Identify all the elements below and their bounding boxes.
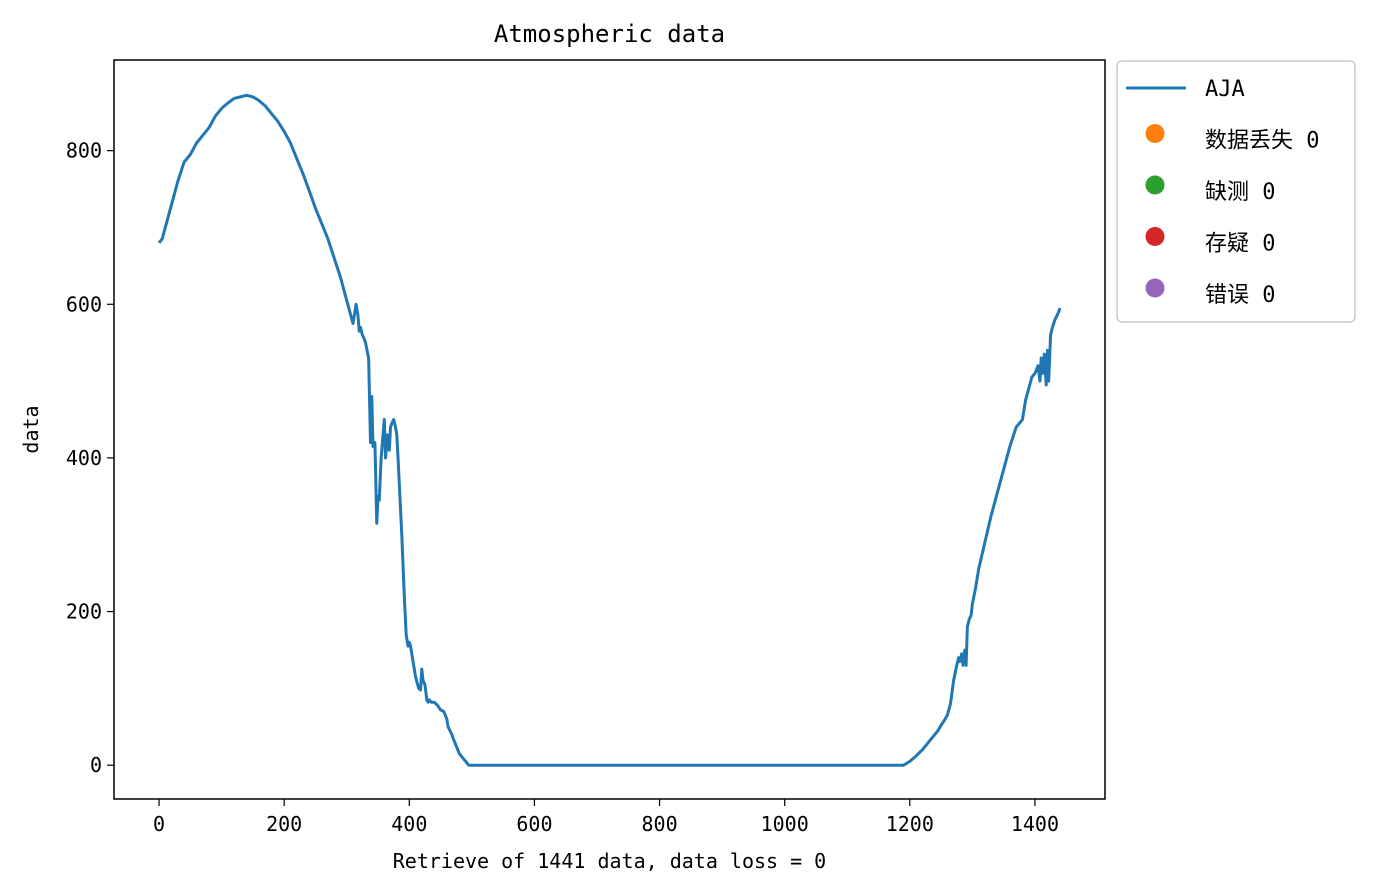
- chart-title: Atmospheric data: [494, 20, 725, 48]
- x-tick-label: 800: [641, 812, 677, 836]
- y-tick-label: 400: [66, 446, 102, 470]
- legend: AJA 数据丢失 0 缺测 0 存疑 0 错误 0: [1116, 60, 1356, 323]
- y-axis-label: data: [19, 405, 43, 453]
- legend-entry-label: 缺测 0: [1205, 180, 1276, 205]
- legend-entry-label: 存疑 0: [1205, 232, 1276, 257]
- y-tick-label: 0: [90, 753, 102, 777]
- legend-marker-swatch: [1145, 227, 1165, 246]
- x-tick-label: 200: [266, 812, 302, 836]
- legend-marker-swatch: [1145, 278, 1165, 298]
- x-tick-label: 1000: [761, 812, 809, 836]
- x-axis: 0 200 400 600 800 1000 1200 1400: [153, 799, 1059, 836]
- plot-frame: [113, 59, 1106, 800]
- legend-marker-swatch: [1145, 124, 1165, 143]
- x-tick-label: 1400: [1011, 812, 1059, 836]
- plot-area: [113, 59, 1106, 800]
- legend-entry-label: 数据丢失 0: [1205, 129, 1320, 154]
- x-tick-label: 400: [391, 812, 427, 836]
- legend-box: [1116, 60, 1356, 323]
- y-tick-label: 600: [66, 292, 102, 316]
- legend-entry-label: AJA: [1205, 77, 1245, 102]
- x-tick-label: 1200: [886, 812, 934, 836]
- legend-entry-label: 错误 0: [1205, 283, 1276, 308]
- x-tick-label: 600: [516, 812, 552, 836]
- x-axis-label: Retrieve of 1441 data, data loss = 0: [393, 849, 826, 873]
- y-tick-label: 800: [66, 139, 102, 163]
- legend-marker-swatch: [1145, 175, 1165, 195]
- y-tick-label: 200: [66, 600, 102, 624]
- x-tick-label: 0: [153, 812, 165, 836]
- series-line-0: [157, 93, 1062, 767]
- y-axis: 0 200 400 600 800: [66, 139, 114, 777]
